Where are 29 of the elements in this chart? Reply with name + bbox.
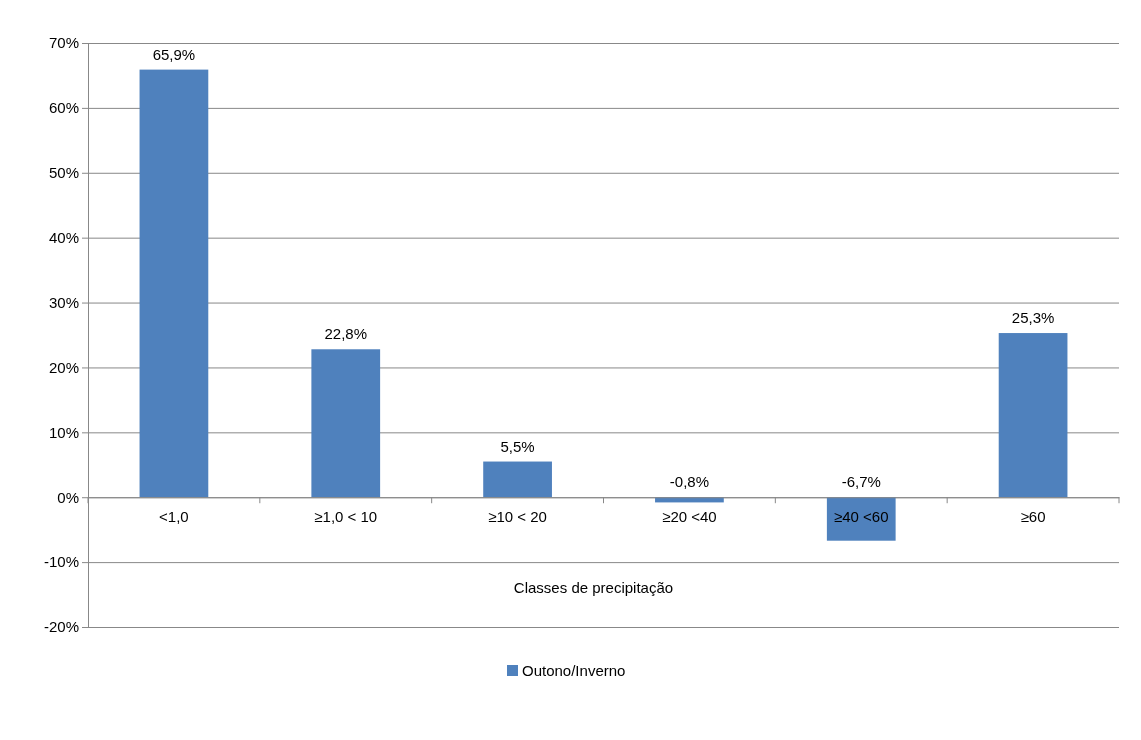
- bar: [826, 497, 896, 541]
- y-tick-label: 30%: [48, 293, 79, 311]
- data-label: 22,8%: [324, 325, 368, 343]
- y-tick-label: 40%: [48, 228, 79, 246]
- y-tick-label: 20%: [48, 358, 79, 376]
- x-tick-label: ≥20 <40: [662, 507, 717, 525]
- y-tick-label: 50%: [48, 164, 79, 182]
- data-label: 5,5%: [500, 437, 535, 455]
- y-tick-label: 10%: [48, 423, 79, 441]
- data-label: -6,7%: [841, 473, 881, 491]
- bar: [139, 69, 209, 498]
- data-label: -0,8%: [669, 473, 710, 491]
- y-tick-label: -20%: [43, 618, 79, 636]
- y-tick-label: 0%: [57, 488, 79, 506]
- x-tick-label: ≥1,0 < 10: [314, 507, 378, 525]
- x-tick-label: ≥40 <60: [833, 507, 889, 525]
- x-tick-label: ≥60: [1020, 507, 1046, 525]
- x-tick-label: <1,0: [159, 507, 189, 525]
- bar: [998, 333, 1068, 498]
- y-tick-label: 70%: [48, 34, 79, 52]
- bar: [483, 461, 552, 498]
- bar: [311, 349, 381, 498]
- y-tick-label: -10%: [43, 553, 79, 571]
- y-tick-label: 60%: [48, 99, 79, 117]
- legend-label: Outono/Inverno: [522, 662, 626, 679]
- data-label: 25,3%: [1011, 309, 1055, 327]
- data-label: 65,9%: [152, 45, 196, 63]
- x-tick-label: ≥10 < 20: [488, 507, 547, 525]
- x-axis-title: Classes de precipitação: [513, 579, 674, 596]
